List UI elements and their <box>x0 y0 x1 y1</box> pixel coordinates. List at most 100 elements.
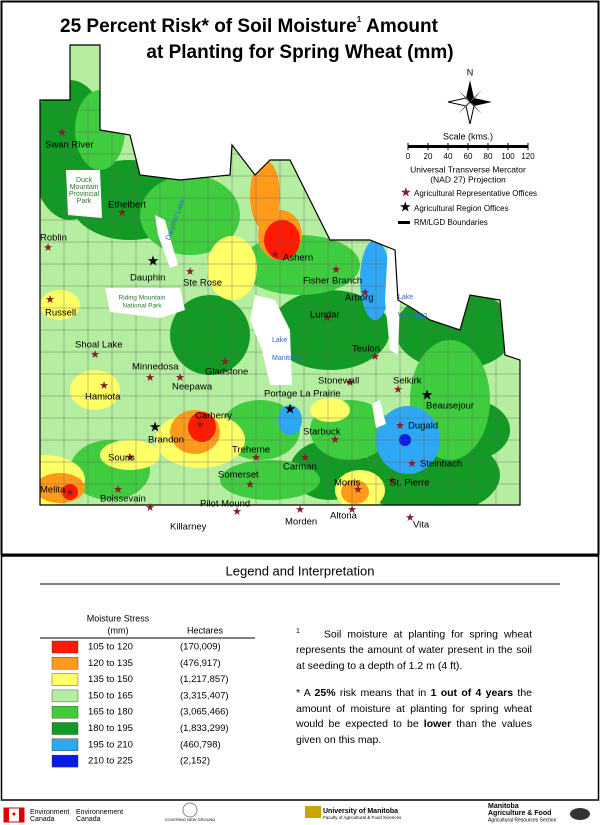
key-label: Agricultural Representative Offices <box>414 189 537 198</box>
moisture-zone <box>220 460 320 500</box>
town-label: Pilot Mound <box>200 499 250 510</box>
rep-office: ★ <box>295 504 305 516</box>
town-label: Stonewall <box>318 376 359 387</box>
title-text: 25 Percent Risk* of Soil Moisture <box>60 16 357 37</box>
key-label: Agricultural Region Offices <box>414 204 509 213</box>
rep-office: ★ <box>145 502 155 514</box>
moisture-zone <box>278 405 302 435</box>
rep-office: ★ <box>232 506 242 518</box>
footer-text: COVERING NEW GROUND <box>165 817 216 822</box>
rep-office: ★ <box>65 487 75 499</box>
footer-text: University of Manitoba <box>323 808 398 815</box>
town-label: Boissevain <box>100 494 146 505</box>
legend-range: 165 to 180 <box>88 707 133 718</box>
legend-header: (mm) <box>108 625 129 635</box>
title-text: Amount <box>366 16 438 37</box>
rep-office: ★ <box>251 452 261 464</box>
title-line2: at Planting for Spring Wheat (mm) <box>146 42 453 63</box>
footnote-text: 25% <box>314 687 336 699</box>
rep-office: ★ <box>90 349 100 361</box>
footer: ✦ Environment Canada Environnement Canad… <box>3 802 590 823</box>
town-label: Carberry <box>195 411 232 422</box>
town-label: Steinbach <box>420 459 462 470</box>
footnote-text: risk means that in <box>335 687 431 699</box>
rep-office: ★ <box>360 287 370 299</box>
footer-text: Canada <box>76 816 101 823</box>
footer-text: Environnement <box>76 809 123 816</box>
scale-label: 100 <box>501 152 515 161</box>
legend-swatch <box>51 738 79 751</box>
legend-hectares: (2,152) <box>180 756 210 767</box>
rep-office: ★ <box>245 479 255 491</box>
rep-office: ★ <box>393 384 403 396</box>
lake-label: Lake <box>272 337 287 344</box>
projection: (NAD 27) Projection <box>430 174 506 184</box>
town-label: Melita <box>40 485 66 496</box>
footnote-text: 1 out of 4 years <box>430 687 514 699</box>
scale-title: Scale (kms.) <box>443 131 493 141</box>
footnote-text: lower <box>423 718 452 730</box>
moisture-zone <box>360 240 390 320</box>
title-line1: 25 Percent Risk* of Soil Moisture1 Amount <box>60 15 439 37</box>
park-label: Mountain <box>70 184 99 191</box>
park-label: Duck <box>76 177 92 184</box>
scale-label: 120 <box>521 152 535 161</box>
rep-office: ★ <box>45 294 55 306</box>
lake <box>372 400 386 428</box>
rep-office: ★ <box>387 475 397 487</box>
region-office: ★ <box>149 419 162 435</box>
rep-office: ★ <box>117 207 127 219</box>
moisture-zone <box>264 220 300 260</box>
town-label: Teulon <box>352 344 380 355</box>
rep-office: ★ <box>145 372 155 384</box>
footnote: 1 Soil moisture at planting for spring w… <box>296 624 532 760</box>
lake-label: Winnipeg <box>398 312 427 319</box>
town-label: Altona <box>330 511 358 522</box>
rep-office: ★ <box>270 249 280 261</box>
town-label: Carman <box>283 462 317 473</box>
town-label: Ethelbert <box>108 200 146 211</box>
park <box>105 288 185 318</box>
town-label: Ste Rose <box>183 278 222 289</box>
town-label: Selkirk <box>393 376 422 387</box>
rep-office: ★ <box>322 312 332 324</box>
footnote-text: than the values given on this map. <box>296 718 532 746</box>
park <box>66 170 102 218</box>
town-label: Treherne <box>232 445 270 456</box>
town-label: Minnedosa <box>132 362 179 373</box>
rep-office: ★ <box>125 452 135 464</box>
boundary-symbol <box>398 221 410 224</box>
footer-text: Canada <box>30 816 55 823</box>
legend-hectares: (170,009) <box>180 642 221 653</box>
rep-office: ★ <box>300 452 310 464</box>
legend-range: 180 to 195 <box>88 723 133 734</box>
town-label: Swan River <box>45 140 94 151</box>
park-label: National Park <box>122 303 162 310</box>
legend-range: 120 to 135 <box>88 658 133 669</box>
legend-range: 105 to 120 <box>88 642 133 653</box>
rep-office: ★ <box>220 356 230 368</box>
rep-office: ★ <box>331 264 341 276</box>
town-label: Neepawa <box>172 382 213 393</box>
region-office-symbol: ★ <box>399 199 412 215</box>
footer-text: Faculty of Agricultural & Food Sciences <box>323 815 402 820</box>
rep-office: ★ <box>395 420 405 432</box>
legend-swatch <box>51 722 79 735</box>
legend-range: 135 to 150 <box>88 674 133 685</box>
town-label: Starbuck <box>303 427 341 438</box>
town-label: Brandon <box>148 435 184 446</box>
projection: Universal Transverse Mercator <box>410 164 526 174</box>
province-outline <box>39 44 521 506</box>
town-label: St. Pierre <box>390 478 430 489</box>
footer-text: Environment <box>30 809 69 816</box>
rep-office: ★ <box>43 242 53 254</box>
scale-label: 0 <box>406 152 411 161</box>
town-label: Ashern <box>283 253 313 264</box>
lake <box>155 215 178 268</box>
legend-swatch <box>51 657 79 670</box>
rep-office: ★ <box>353 484 363 496</box>
town-label: Shoal Lake <box>75 340 123 351</box>
town-label: Russell <box>45 308 76 319</box>
footnote-text: * A <box>296 687 315 699</box>
region-office: ★ <box>284 401 297 417</box>
